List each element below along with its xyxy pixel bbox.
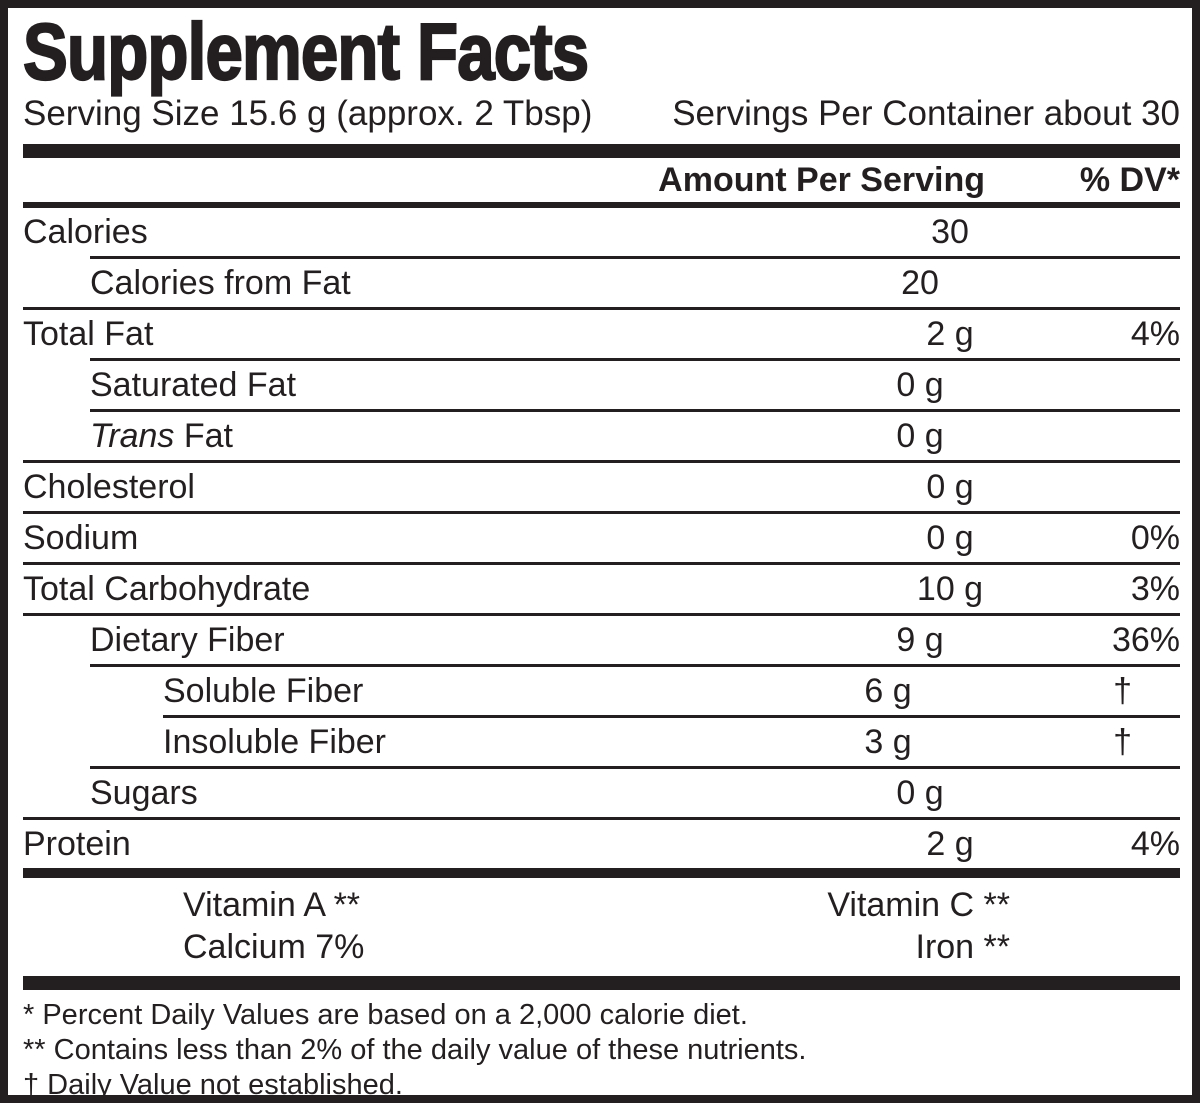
- divider-row: [163, 715, 1180, 718]
- nutrient-row-calories: Calories 30: [23, 208, 1180, 256]
- divider-thick-bottom: [23, 976, 1180, 990]
- micronutrient-left: Calcium 7%: [183, 927, 365, 966]
- divider-row: [90, 256, 1180, 259]
- nutrient-amount: 2 g: [926, 314, 974, 353]
- nutrient-dv: 3%: [1130, 569, 1180, 608]
- nutrient-amount: 2 g: [926, 824, 974, 863]
- nutrient-row-dietary-fiber: Dietary Fiber 9 g 36%: [23, 616, 1180, 664]
- serving-info: Serving Size 15.6 g (approx. 2 Tbsp) Ser…: [23, 94, 1180, 134]
- nutrient-dv: 36%: [1111, 620, 1180, 659]
- nutrient-label: Protein: [23, 824, 131, 863]
- nutrient-label: Total Fat: [23, 314, 154, 353]
- micronutrient-row: Calcium 7% Iron **: [23, 926, 1180, 968]
- nutrient-row-trans-fat: Trans Fat 0 g: [23, 412, 1180, 460]
- nutrient-label: Sodium: [23, 518, 139, 557]
- nutrient-amount: 6 g: [864, 671, 912, 710]
- nutrient-row-insoluble-fiber: Insoluble Fiber 3 g †: [23, 718, 1180, 766]
- nutrient-row-saturated-fat: Saturated Fat 0 g: [23, 361, 1180, 409]
- micronutrient-section: Vitamin A ** Vitamin C ** Calcium 7% Iro…: [23, 878, 1180, 976]
- nutrient-dv: †: [1113, 722, 1132, 761]
- nutrient-label-italic: Trans: [90, 416, 175, 455]
- nutrient-row-sodium: Sodium 0 g 0%: [23, 514, 1180, 562]
- nutrient-row-protein: Protein 2 g 4%: [23, 820, 1180, 868]
- nutrient-label: Total Carbohydrate: [23, 569, 311, 608]
- nutrient-amount: 0 g: [896, 416, 944, 455]
- divider-row: [23, 817, 1180, 820]
- nutrient-row-cholesterol: Cholesterol 0 g: [23, 463, 1180, 511]
- divider-thick-mid: [23, 868, 1180, 878]
- divider-row: [23, 511, 1180, 514]
- nutrient-amount: 9 g: [896, 620, 944, 659]
- column-header-row: Amount Per Serving % DV*: [23, 158, 1180, 202]
- footnote-dv-not-established: † Daily Value not established.: [23, 1069, 403, 1101]
- nutrient-label: Trans Fat: [23, 417, 810, 456]
- nutrient-dv: †: [1113, 671, 1132, 710]
- nutrient-label: Calories from Fat: [90, 263, 351, 302]
- divider-header: [23, 202, 1180, 208]
- column-header-amount: Amount Per Serving: [658, 160, 985, 199]
- nutrient-label-rest: Fat: [174, 416, 233, 455]
- nutrient-label: Saturated Fat: [90, 365, 297, 404]
- nutrient-amount: 0 g: [926, 518, 974, 557]
- divider-thick-top: [23, 144, 1180, 158]
- divider-row: [23, 460, 1180, 463]
- nutrient-row-total-fat: Total Fat 2 g 4%: [23, 310, 1180, 358]
- nutrient-row-calories-from-fat: Calories from Fat 20: [23, 259, 1180, 307]
- nutrient-amount: 30: [931, 212, 969, 251]
- nutrient-amount: 0 g: [896, 365, 944, 404]
- divider-row: [90, 766, 1180, 769]
- nutrient-amount: 10 g: [916, 569, 984, 608]
- nutrient-row-soluble-fiber: Soluble Fiber 6 g †: [23, 667, 1180, 715]
- nutrient-label: Sugars: [90, 773, 198, 812]
- divider-row: [90, 409, 1180, 412]
- micronutrient-row: Vitamin A ** Vitamin C **: [23, 884, 1180, 926]
- nutrient-label: Calories: [23, 212, 148, 251]
- nutrient-row-sugars: Sugars 0 g: [23, 769, 1180, 817]
- nutrient-amount: 20: [901, 263, 939, 302]
- footnote-less-than-2pct: ** Contains less than 2% of the daily va…: [23, 1034, 807, 1066]
- divider-row: [23, 307, 1180, 310]
- nutrient-dv: 4%: [1130, 824, 1180, 863]
- divider-row: [90, 664, 1180, 667]
- servings-per-container: Servings Per Container about 30: [672, 94, 1180, 133]
- micronutrient-left: Vitamin A **: [183, 885, 361, 924]
- nutrient-label: Insoluble Fiber: [163, 722, 387, 761]
- micronutrient-right: Vitamin C **: [827, 885, 1010, 924]
- column-header-dv: % DV*: [1079, 160, 1180, 199]
- nutrient-label: Cholesterol: [23, 467, 195, 506]
- nutrient-row-total-carbohydrate: Total Carbohydrate 10 g 3%: [23, 565, 1180, 613]
- serving-size: Serving Size 15.6 g (approx. 2 Tbsp): [23, 94, 593, 133]
- divider-row: [23, 613, 1180, 616]
- footnote-daily-values: * Percent Daily Values are based on a 2,…: [23, 999, 748, 1031]
- nutrient-dv: 4%: [1130, 314, 1180, 353]
- footnotes: * Percent Daily Values are based on a 2,…: [23, 998, 1180, 1101]
- nutrient-dv: 0%: [1130, 518, 1180, 557]
- nutrient-label: Dietary Fiber: [90, 620, 285, 659]
- nutrient-amount: 0 g: [926, 467, 974, 506]
- nutrient-amount: 0 g: [896, 773, 944, 812]
- label-title: Supplement Facts: [22, 7, 590, 96]
- divider-row: [90, 358, 1180, 361]
- micronutrient-right: Iron **: [915, 927, 1011, 966]
- divider-row: [23, 562, 1180, 565]
- nutrient-amount: 3 g: [864, 722, 912, 761]
- nutrient-label: Soluble Fiber: [163, 671, 364, 710]
